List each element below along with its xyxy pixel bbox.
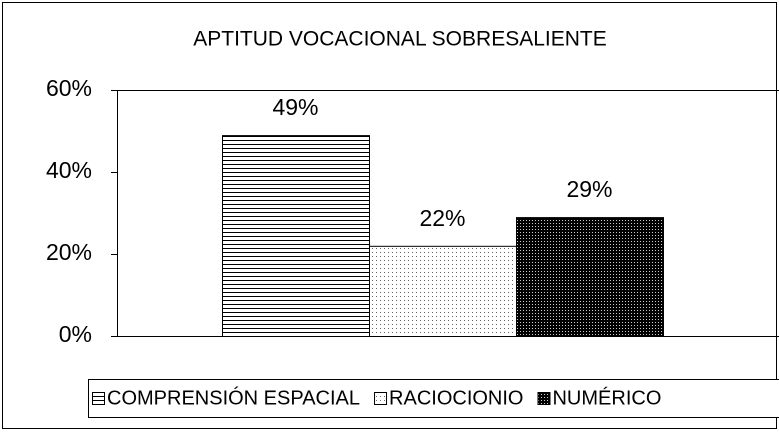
legend-label: NUMÉRICO — [552, 386, 661, 409]
data-label: 29% — [566, 176, 612, 202]
chart-title: APTITUD VOCACIONAL SOBRESALIENTE — [193, 28, 606, 51]
y-tick-label: 40% — [46, 157, 92, 183]
y-tick-label: 0% — [59, 321, 92, 347]
bar — [222, 135, 370, 337]
bar — [369, 245, 517, 337]
bar — [516, 217, 664, 338]
data-label: 49% — [272, 94, 318, 120]
data-label: 22% — [419, 205, 465, 231]
legend-swatch — [374, 392, 388, 405]
legend-label: COMPRENSIÓN ESPACIAL — [107, 386, 360, 409]
legend-label: RACIOCIONIO — [389, 387, 523, 409]
y-tick-label: 60% — [46, 75, 92, 101]
legend-swatch — [537, 392, 551, 405]
y-tick-label: 20% — [46, 239, 92, 265]
legend-swatch — [92, 392, 105, 405]
legend-box — [88, 379, 779, 418]
